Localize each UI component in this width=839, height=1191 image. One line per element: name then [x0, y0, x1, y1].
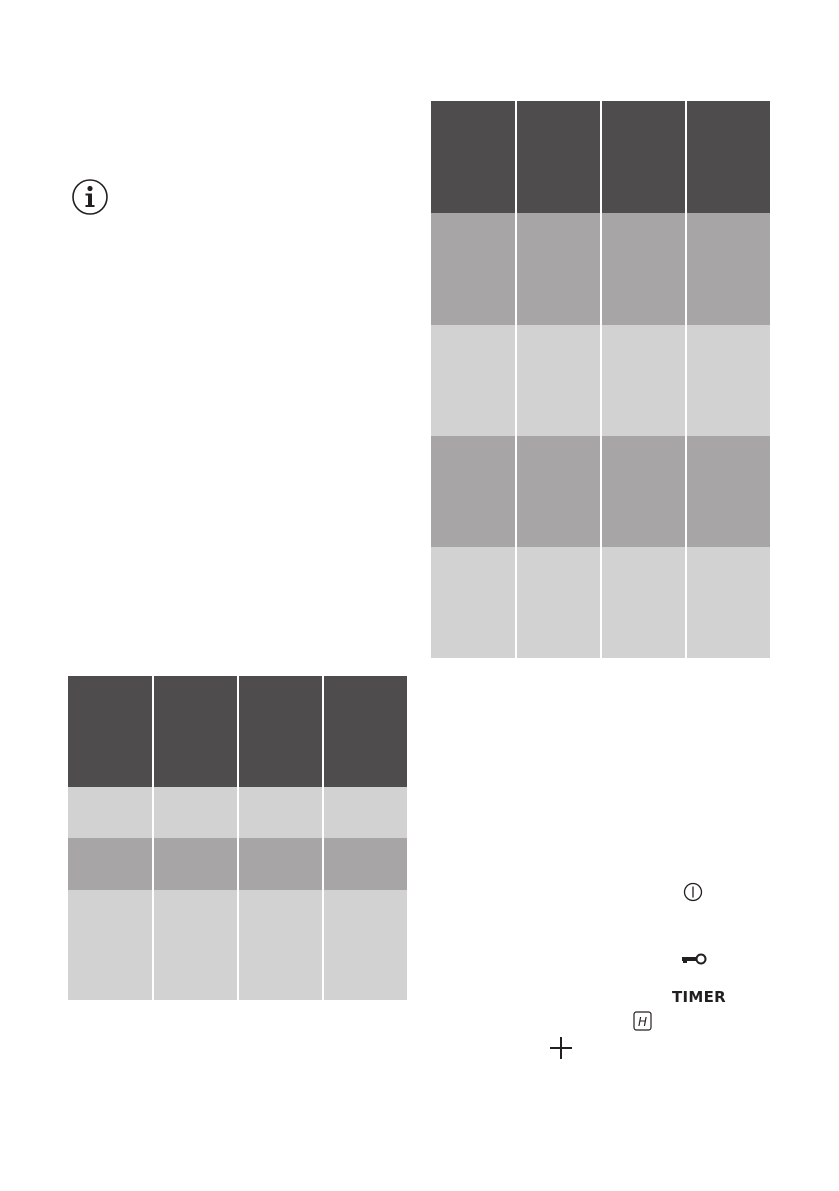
- table-cell: [687, 547, 770, 658]
- table-cell: [431, 547, 515, 658]
- table-cell: [602, 325, 685, 436]
- power-icon: [683, 882, 703, 902]
- table-header-cell: [154, 676, 237, 787]
- timer-label: TIMER: [672, 988, 727, 1006]
- table-cell: [154, 838, 237, 890]
- table-cell: [517, 325, 600, 436]
- table-cell: [239, 838, 322, 890]
- table-cell: [517, 547, 600, 658]
- table-cell: [154, 787, 237, 838]
- table-cell: [602, 436, 685, 547]
- table-header-cell: [324, 676, 407, 787]
- info-icon: [72, 179, 108, 215]
- plus-icon: [550, 1037, 572, 1059]
- table-cell: [324, 787, 407, 838]
- table-cell: [324, 890, 407, 1000]
- table-cell: [687, 436, 770, 547]
- table-header-cell: [517, 101, 600, 213]
- table-cell: [431, 436, 515, 547]
- table-cell: [517, 213, 600, 325]
- table-cell: [687, 213, 770, 325]
- table-cell: [602, 547, 685, 658]
- table-cell: [602, 213, 685, 325]
- h-label: H: [638, 1015, 647, 1029]
- table-cell: [154, 890, 237, 1000]
- key-lock-icon: [682, 953, 707, 965]
- table-header-cell: [687, 101, 770, 213]
- h-indicator-icon: H: [633, 1011, 652, 1031]
- table-header-cell: [602, 101, 685, 213]
- table-cell: [239, 787, 322, 838]
- table-cell: [687, 325, 770, 436]
- table-cell: [68, 890, 152, 1000]
- table-header-cell: [431, 101, 515, 213]
- table-cell: [239, 890, 322, 1000]
- table-cell: [431, 325, 515, 436]
- table-header-cell: [239, 676, 322, 787]
- table-cell: [324, 838, 407, 890]
- table-cell: [431, 213, 515, 325]
- table-cell: [68, 838, 152, 890]
- table-cell: [68, 787, 152, 838]
- table-cell: [517, 436, 600, 547]
- table-header-cell: [68, 676, 152, 787]
